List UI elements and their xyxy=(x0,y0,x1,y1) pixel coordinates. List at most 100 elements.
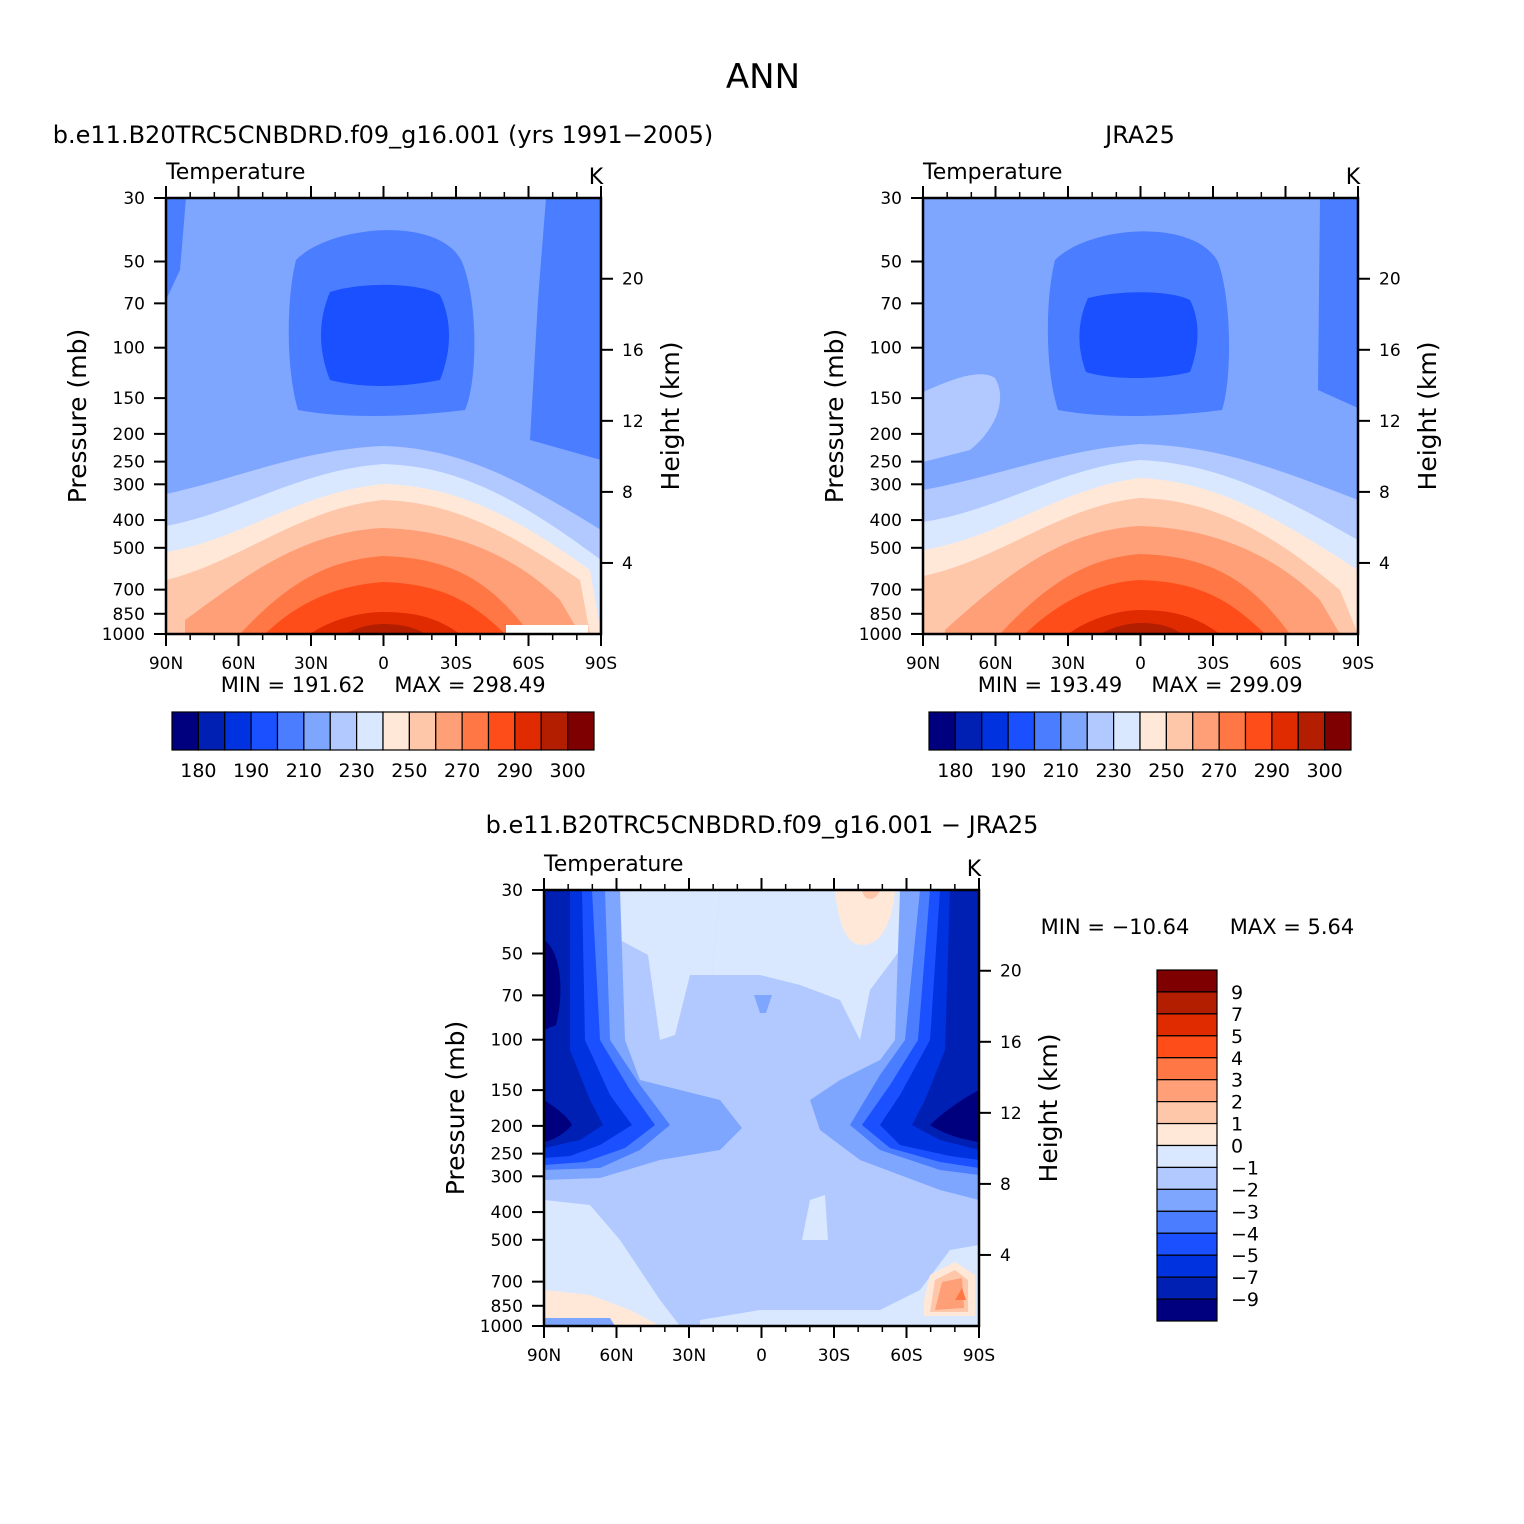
contour-band xyxy=(1025,580,1265,634)
y-tick-label: 850 xyxy=(113,605,145,625)
panel-model: b.e11.B20TRC5CNBDRD.f09_g16.001 (yrs 199… xyxy=(53,121,713,782)
colorbar-box xyxy=(461,711,490,751)
variable-label: Temperature xyxy=(922,160,1062,185)
y-axis-label: Pressure (mb) xyxy=(441,1021,470,1195)
y-tick-label: 150 xyxy=(870,389,902,409)
contour-band xyxy=(544,890,603,1148)
y-tick-label: 50 xyxy=(501,945,523,965)
x-tick-label: 60S xyxy=(512,654,544,674)
contour-band xyxy=(930,1090,979,1142)
contour-band xyxy=(862,890,880,899)
colorbar-box xyxy=(1156,969,1218,993)
x-tick-label: 30S xyxy=(1197,654,1229,674)
contour-band xyxy=(912,890,979,1150)
y2-tick-label: 16 xyxy=(1379,341,1401,361)
colorbar-box xyxy=(171,711,199,751)
colorbar-box xyxy=(1007,711,1036,751)
x-tick-label: 90S xyxy=(1342,654,1374,674)
colorbar-label: −3 xyxy=(1231,1201,1259,1223)
contour-band xyxy=(544,1290,660,1326)
y-tick-label: 700 xyxy=(113,581,145,601)
y-tick-label: 50 xyxy=(123,253,145,273)
y2-tick-label: 12 xyxy=(1000,1104,1022,1124)
max-label: MAX = 298.49 xyxy=(394,673,545,697)
colorbar-label: 9 xyxy=(1231,982,1243,1004)
colorbar-box xyxy=(1192,711,1220,751)
axes: 90N 60N 30N 0 30S 60S 90S 30 50 70 100 150 200 250300… xyxy=(63,186,685,674)
colorbar-box xyxy=(1156,1013,1218,1037)
y-tick-label: 300 xyxy=(113,475,145,495)
contour-band xyxy=(700,1245,979,1326)
x-tick-label: 30S xyxy=(440,654,472,674)
colorbar-box xyxy=(1086,711,1115,751)
colorbar-label: 1 xyxy=(1231,1114,1243,1136)
x-tick-label: 30S xyxy=(818,1346,850,1366)
x-tick-label: 90N xyxy=(149,654,183,674)
colorbar-label: 230 xyxy=(338,760,374,782)
colorbar-box xyxy=(1156,1122,1218,1147)
colorbar-box xyxy=(303,711,331,751)
colorbar-box xyxy=(1156,1166,1218,1190)
y-tick-label: 100 xyxy=(870,339,902,359)
colorbar-box xyxy=(1139,711,1167,751)
colorbar-box xyxy=(1156,1276,1218,1300)
contour-band xyxy=(1068,610,1220,634)
contour-field xyxy=(923,198,1358,634)
colorbar-box xyxy=(567,711,595,751)
y-axis-label: Pressure (mb) xyxy=(820,329,849,503)
y-tick-label: 100 xyxy=(491,1031,523,1051)
x-tick-label: 60N xyxy=(599,1346,633,1366)
colorbar-box xyxy=(1244,711,1273,751)
y-tick-label: 30 xyxy=(880,189,902,209)
x-tick-label: 90N xyxy=(527,1346,561,1366)
colorbar-label: 270 xyxy=(444,760,480,782)
y-tick-label: 700 xyxy=(870,581,902,601)
colorbar-label: 250 xyxy=(391,760,427,782)
y2-tick-label: 4 xyxy=(1379,554,1390,574)
contour-band xyxy=(802,1195,828,1240)
colorbar-box xyxy=(1156,1035,1218,1059)
y2-tick-label: 8 xyxy=(622,483,633,503)
y-tick-label: 250 xyxy=(113,453,145,473)
max-label: MAX = 5.64 xyxy=(1230,915,1355,939)
x-tick-label: 60S xyxy=(890,1346,922,1366)
colorbar-box xyxy=(1156,991,1218,1015)
colorbar-box xyxy=(1156,1188,1218,1212)
x-tick-label: 60N xyxy=(978,654,1012,674)
y-tick-label: 1000 xyxy=(859,625,902,645)
colorbar-box xyxy=(1033,711,1062,751)
x-tick-label: 60N xyxy=(221,654,255,674)
colorbar-box xyxy=(1060,711,1088,751)
y2-tick-label: 16 xyxy=(622,341,644,361)
contour-band xyxy=(923,374,1001,462)
missing-data xyxy=(506,625,588,634)
units-label: K xyxy=(967,857,982,882)
colorbar-box xyxy=(1156,1254,1218,1278)
contour-band xyxy=(544,1100,572,1142)
x-tick-label: 90S xyxy=(963,1346,995,1366)
y2-tick-label: 20 xyxy=(1000,962,1022,982)
colorbar-box xyxy=(1156,1101,1218,1125)
colorbar-box xyxy=(514,711,542,751)
y2-axis-label: Height (km) xyxy=(1034,1034,1063,1183)
colorbar-label: 180 xyxy=(937,760,973,782)
y2-tick-label: 12 xyxy=(622,412,644,432)
colorbar-box xyxy=(382,711,410,751)
colorbar-label: 2 xyxy=(1231,1092,1243,1114)
x-tick-label: 30N xyxy=(294,654,328,674)
colorbar-label: 190 xyxy=(233,760,269,782)
x-tick-label: 0 xyxy=(756,1346,767,1366)
y-tick-label: 250 xyxy=(870,453,902,473)
contour-band xyxy=(345,624,425,634)
contour-field xyxy=(544,890,979,1326)
x-tick-label: 0 xyxy=(1135,654,1146,674)
y2-axis-label: Height (km) xyxy=(656,342,685,491)
colorbar-box xyxy=(356,711,384,751)
colorbar-label: −5 xyxy=(1231,1245,1259,1267)
colorbar-label: 250 xyxy=(1148,760,1184,782)
variable-label: Temperature xyxy=(543,852,683,877)
colorbar: 180 190 210 230 250 270 290 300 xyxy=(171,711,595,782)
panel-title: b.e11.B20TRC5CNBDRD.f09_g16.001 − JRA25 xyxy=(486,811,1039,839)
contour-field xyxy=(166,198,601,634)
y-tick-label: 1000 xyxy=(102,625,145,645)
